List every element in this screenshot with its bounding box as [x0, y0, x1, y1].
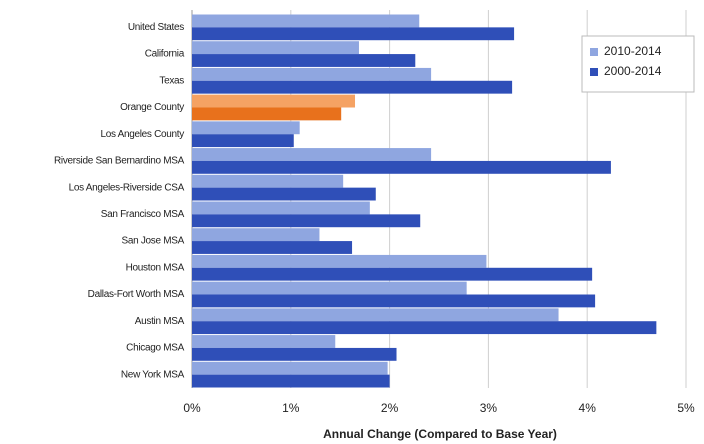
- y-tick-label: Orange County: [120, 102, 184, 113]
- bar: [192, 54, 416, 67]
- y-tick-label: San Francisco MSA: [101, 209, 185, 220]
- bar: [192, 94, 356, 108]
- x-tick-label: 1%: [282, 401, 300, 415]
- bar: [192, 160, 611, 174]
- bar: [192, 134, 294, 148]
- x-tick-label: 2%: [381, 401, 399, 415]
- bar: [192, 281, 467, 295]
- bar: [192, 41, 359, 55]
- legend-marker: [590, 68, 598, 76]
- x-tick-label: 3%: [480, 401, 498, 415]
- bar: [192, 121, 300, 135]
- bar: [192, 308, 559, 322]
- bar: [192, 374, 390, 388]
- bar: [192, 335, 336, 348]
- bar: [192, 214, 421, 228]
- y-tick-label: Texas: [159, 75, 184, 86]
- y-tick-label: Austin MSA: [135, 316, 185, 327]
- bar: [192, 201, 370, 215]
- bar: [192, 228, 320, 242]
- y-tick-label: San Jose MSA: [121, 236, 184, 247]
- x-axis-title: Annual Change (Compared to Base Year): [323, 427, 557, 441]
- y-tick-label: Riverside San Bernardino MSA: [54, 156, 185, 167]
- bar: [192, 107, 342, 121]
- y-tick-label: Los Angeles-Riverside CSA: [69, 182, 185, 193]
- bar: [192, 148, 432, 161]
- bar: [192, 27, 515, 41]
- bar: [192, 174, 344, 188]
- bar: [192, 187, 376, 201]
- legend-marker: [590, 48, 598, 56]
- y-tick-label: Dallas-Fort Worth MSA: [88, 289, 185, 300]
- y-tick-label: New York MSA: [121, 369, 185, 380]
- x-tick-label: 4%: [579, 401, 597, 415]
- legend-label: 2010-2014: [604, 44, 662, 58]
- legend-box: [581, 35, 695, 93]
- bar: [192, 361, 388, 375]
- y-tick-label: Chicago MSA: [126, 343, 184, 354]
- bar: [192, 267, 593, 281]
- bar: [192, 321, 657, 335]
- bar: [192, 80, 513, 94]
- x-tick-label: 5%: [677, 401, 695, 415]
- bar: [192, 14, 420, 28]
- bar: [192, 67, 432, 81]
- bar: [192, 241, 353, 254]
- y-tick-label: Los Angeles County: [100, 129, 184, 140]
- bar: [192, 254, 487, 268]
- legend-label: 2000-2014: [604, 64, 662, 78]
- bar: [192, 347, 397, 361]
- y-tick-label: United States: [128, 22, 184, 33]
- x-tick-label: 0%: [183, 401, 201, 415]
- bar: [192, 294, 596, 308]
- y-tick-label: California: [145, 49, 185, 60]
- y-tick-label: Houston MSA: [126, 262, 185, 273]
